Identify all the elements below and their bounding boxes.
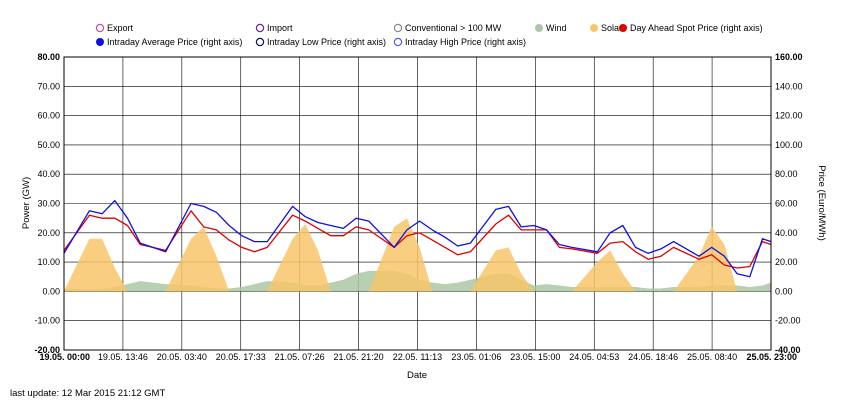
legend-label: Import [267,23,293,33]
legend-item-import[interactable]: Import [255,23,293,33]
y-tick-label: 60.00 [37,111,60,121]
legend-label: Day Ahead Spot Price (right axis) [630,23,763,33]
last-update-text: last update: 12 Mar 2015 21:12 GMT [10,388,166,399]
y-tick-label: 70.00 [37,81,60,91]
y-tick-label: 10.00 [37,257,60,267]
y2-tick-label: 80.00 [775,169,798,179]
y2-tick-label: 140.00 [775,81,803,91]
legend-marker [255,37,265,47]
y-tick-label: 80.00 [37,52,60,62]
y2-tick-label: 100.00 [775,140,803,150]
legend-item-export[interactable]: Export [95,23,134,33]
legend-marker [393,23,403,33]
plot-frame [63,56,772,351]
x-axis-ticks: 19.05. 00:00 19.05. 13:46 20.05. 03:40 20.0… [39,352,797,362]
y2-tick-label: -40.00 [775,345,801,355]
x-tick-label: 25.05. 08:40 [687,352,737,362]
x-tick-label: 24.05. 18:46 [628,352,678,362]
legend-item-intraday-average-price-right-axis[interactable]: Intraday Average Price (right axis) [96,37,242,47]
y-tick-label: -10.00 [34,316,60,326]
x-tick-label: 20.05. 03:40 [157,352,207,362]
legend-marker [535,24,543,32]
legend-label: Export [107,23,134,33]
x-tick-label: 23.05. 15:00 [510,352,560,362]
legend-label: Intraday Average Price (right axis) [107,37,242,47]
x-tick-label: 23.05. 01:06 [451,352,501,362]
x-axis-title: Date [407,370,427,381]
right-axis-ticks: -40.00 -20.00 0.00 20.00 40.00 60.00 80.00 100.… [775,52,803,355]
legend-item-conventional-100-mw[interactable]: Conventional > 100 MW [393,23,502,33]
x-tick-label: 25.05. 23:00 [746,352,797,362]
series-solar [64,218,771,292]
y2-tick-label: 20.00 [775,257,798,267]
y2-axis-title: Price (Euro/MWh) [816,165,827,240]
legend-marker [255,23,265,33]
area-series [64,218,771,292]
legend: Export Import Conventional > 100 MW Wind Sol… [95,23,763,47]
x-tick-label: 22.05. 11:13 [393,352,442,362]
legend-item-wind[interactable]: Wind [535,23,567,33]
y2-tick-label: 60.00 [775,199,798,209]
legend-label: Intraday Low Price (right axis) [267,37,386,47]
y2-tick-label: -20.00 [775,316,801,326]
y-tick-label: 40.00 [37,169,60,179]
y-tick-label: -20.00 [34,345,60,355]
y-axis-title: Power (GW) [21,177,32,229]
line-series [63,199,772,278]
x-tick-label: 19.05. 13:46 [98,352,148,362]
legend-marker [95,23,105,33]
y2-tick-label: 120.00 [775,111,803,121]
legend-label: Intraday High Price (right axis) [405,37,526,47]
legend-item-solar[interactable]: Solar [590,23,622,33]
legend-marker [96,38,104,46]
series-intraday-average-price [63,199,772,278]
x-tick-label: 24.05. 04:53 [569,352,619,362]
legend-label: Solar [601,23,622,33]
y-tick-label: 20.00 [37,228,60,238]
left-axis-ticks: -20.00 -10.00 0.00 10.00 20.00 30.00 40.00 50.0… [34,52,60,355]
legend-marker [619,24,627,32]
legend-marker [393,37,403,47]
y2-tick-label: 160.00 [775,52,803,62]
x-tick-label: 21.05. 21:20 [334,352,384,362]
y-tick-label: 30.00 [37,199,60,209]
legend-label: Wind [546,23,567,33]
x-tick-label: 19.05. 00:00 [39,352,90,362]
y2-tick-label: 40.00 [775,228,798,238]
y2-tick-label: 0.00 [775,286,793,296]
x-tick-label: 20.05. 17:33 [216,352,266,362]
legend-item-intraday-low-price-right-axis[interactable]: Intraday Low Price (right axis) [255,37,386,47]
grid [63,56,772,351]
legend-item-intraday-high-price-right-axis[interactable]: Intraday High Price (right axis) [393,37,526,47]
legend-label: Conventional > 100 MW [405,23,502,33]
legend-marker [590,24,598,32]
x-tick-label: 21.05. 07:26 [275,352,325,362]
legend-item-day-ahead-spot-price-right-axis[interactable]: Day Ahead Spot Price (right axis) [619,23,763,33]
y-tick-label: 50.00 [37,140,60,150]
y-tick-label: 0.00 [42,286,60,296]
series-day-ahead-spot-price [63,210,772,269]
